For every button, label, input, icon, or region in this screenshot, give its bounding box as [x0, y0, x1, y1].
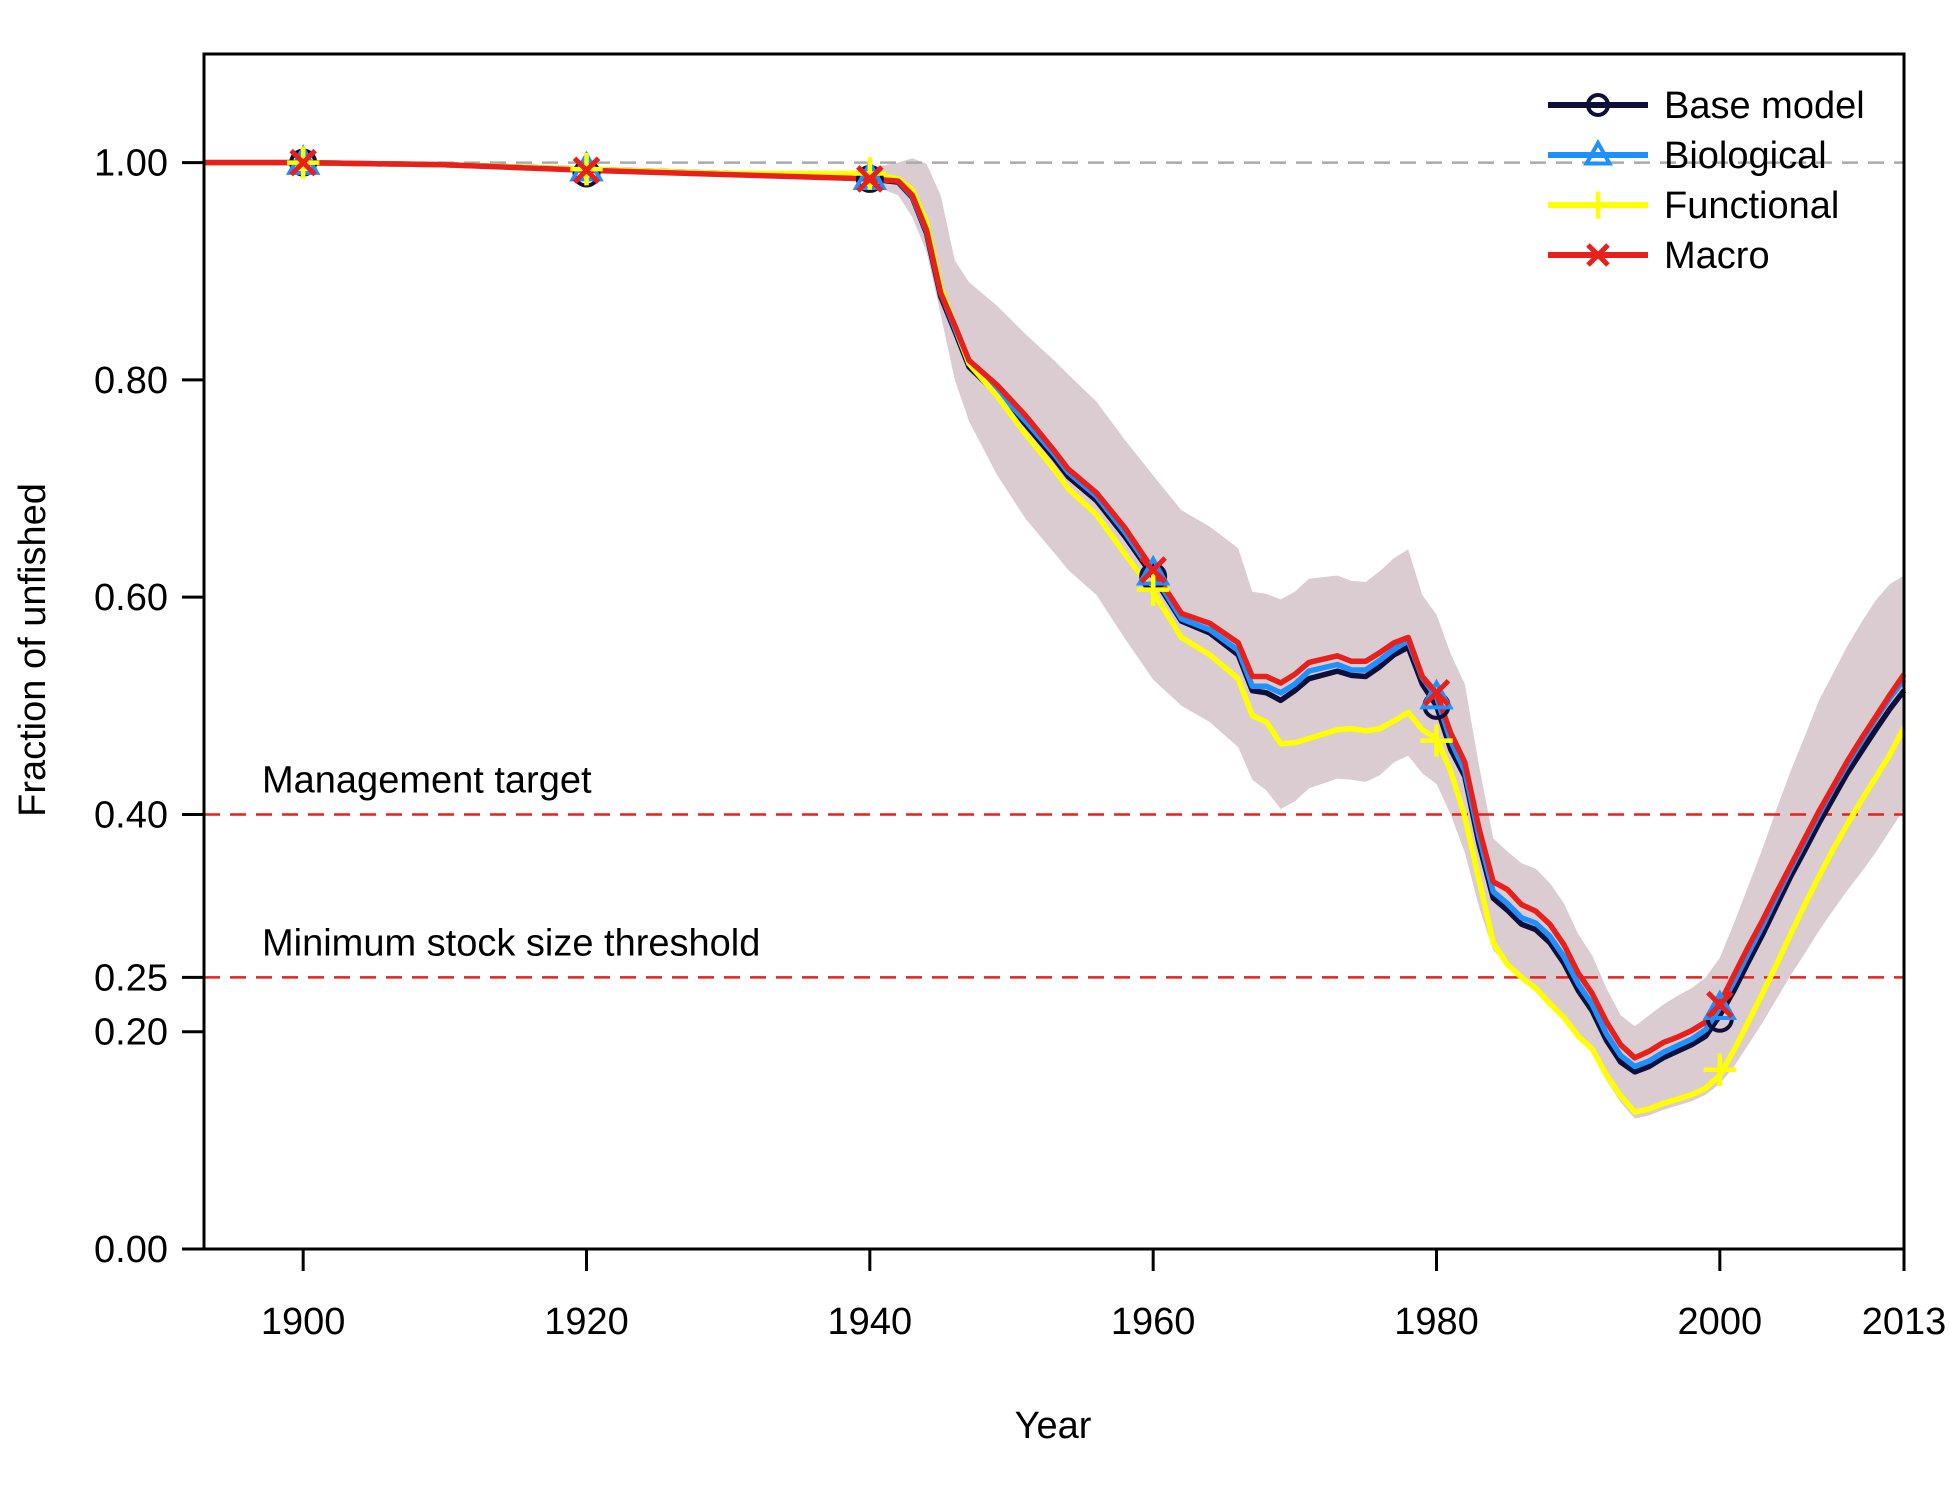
- y-tick-label: 0.20: [94, 1012, 168, 1054]
- marker-macro: [1139, 556, 1167, 584]
- y-axis-label: Fraction of unfished: [12, 483, 54, 817]
- marker-biological: [1419, 678, 1454, 710]
- x-tick-label: 1980: [1394, 1301, 1479, 1343]
- y-tick-label: 0.80: [94, 360, 168, 402]
- axes: 1900 1920 1940 1960 1980 2000 2013 0.00 0.20 0.25…: [94, 143, 1946, 1343]
- legend-marker: [1586, 93, 1610, 117]
- legend-label: Functional: [1664, 185, 1839, 227]
- legend-marker: [1584, 191, 1612, 219]
- x-tick-label: 2013: [1862, 1301, 1947, 1343]
- marker-functional: [1703, 1053, 1737, 1086]
- x-tick-label: 1920: [544, 1301, 629, 1343]
- y-tick-label: 0.00: [94, 1229, 168, 1271]
- x-tick-label: 1940: [828, 1301, 913, 1343]
- legend-marker: [1586, 243, 1610, 267]
- x-tick-label: 1960: [1111, 1301, 1196, 1343]
- y-tick-label: 0.25: [94, 957, 168, 999]
- marker-macro: [856, 165, 884, 193]
- marker-functional: [1420, 724, 1453, 757]
- y-tick-label: 1.00: [94, 143, 168, 185]
- series-line-functional: [204, 159, 1907, 1115]
- series-markers: [285, 144, 1738, 1086]
- x-tick-label: 2000: [1678, 1301, 1763, 1343]
- uncertainty-bands: [869, 158, 1904, 1119]
- marker-functional: [853, 157, 887, 190]
- marker-functional: [1136, 573, 1170, 606]
- x-tick-label: 1900: [261, 1301, 346, 1343]
- legend-label: Base model: [1664, 85, 1865, 127]
- x-axis-label: Year: [1015, 1405, 1092, 1447]
- legend-label: Biological: [1664, 135, 1827, 177]
- legend: Base model Biological Functional Macro: [1548, 85, 1865, 277]
- reference-line-label: Minimum stock size threshold: [262, 922, 760, 964]
- y-tick-label: 0.40: [94, 794, 168, 836]
- annotations: Management target Minimum stock size thre…: [262, 759, 760, 964]
- uncertainty-band: [869, 158, 1904, 1119]
- reference-line-label: Management target: [262, 759, 592, 801]
- marker-macro: [1706, 990, 1734, 1019]
- reference-lines: [204, 161, 1904, 979]
- legend-label: Macro: [1664, 235, 1770, 277]
- marker-macro: [289, 148, 317, 177]
- legend-marker: [1583, 138, 1613, 166]
- marker-macro: [1422, 679, 1451, 707]
- y-tick-label: 0.60: [94, 577, 168, 619]
- series-lines: [204, 159, 1907, 1115]
- marker-biological: [1702, 989, 1738, 1021]
- marker-macro: [572, 156, 601, 185]
